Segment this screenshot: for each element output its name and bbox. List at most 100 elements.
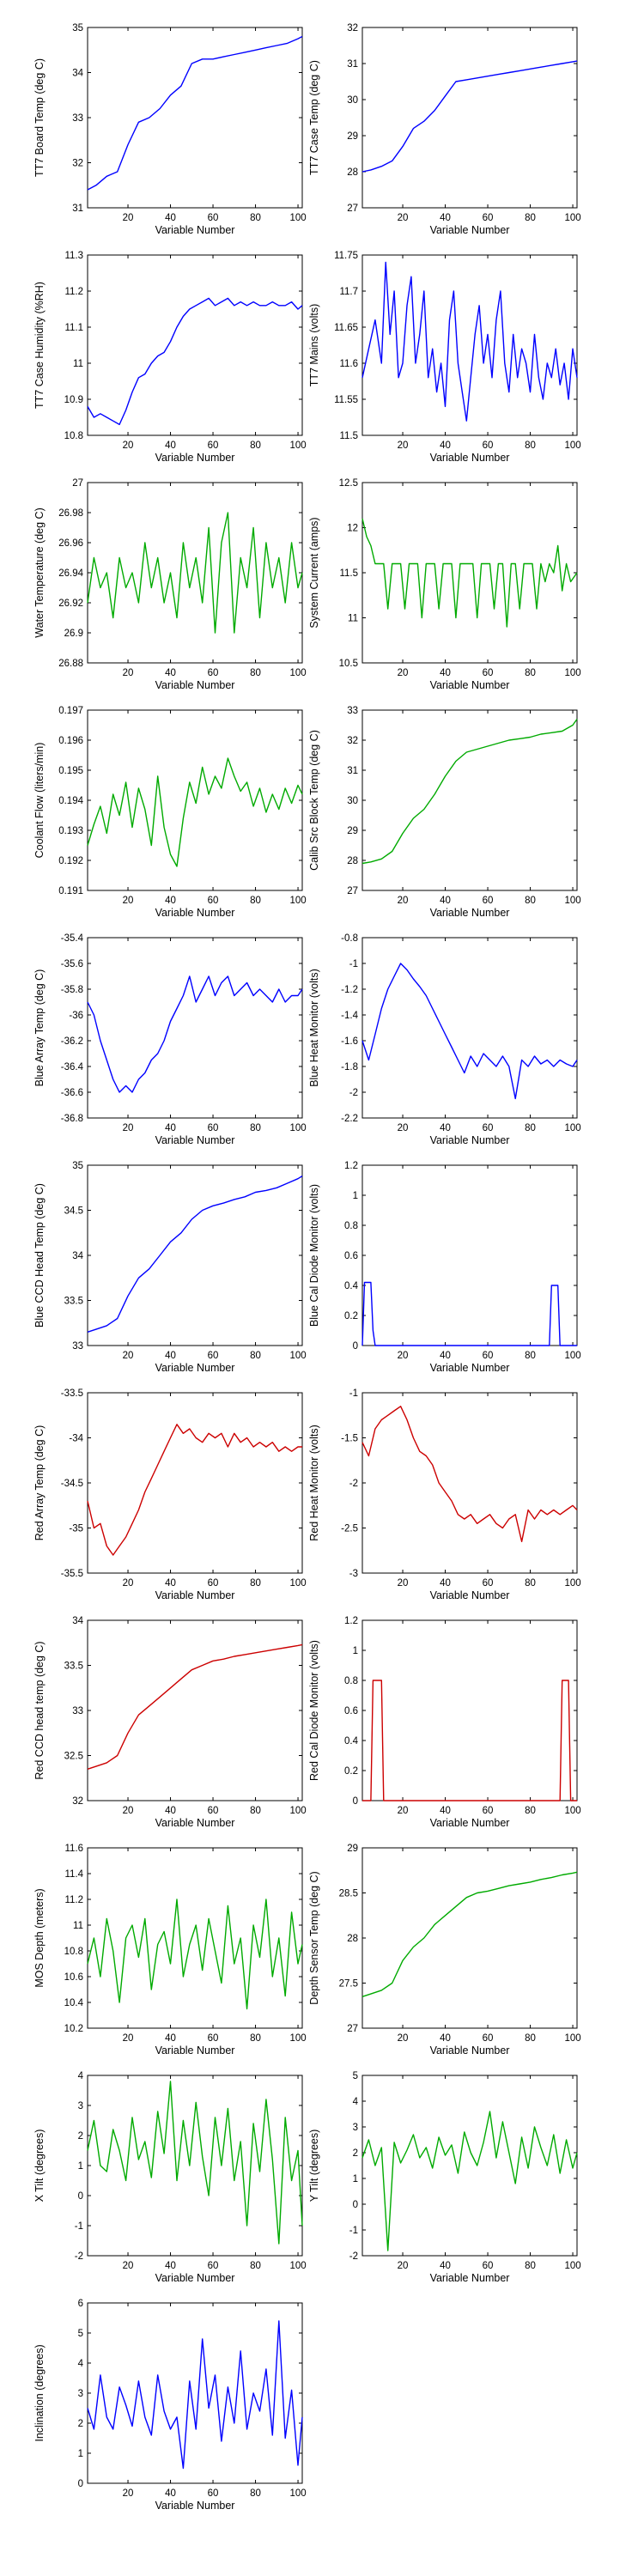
x-tick-label: 40: [165, 896, 176, 906]
series-line-1: [87, 975, 303, 1093]
x-axis-label: Variable Number: [430, 1134, 510, 1146]
x-tick-label: 60: [483, 440, 494, 451]
x-tick-label: 100: [564, 2261, 580, 2271]
x-tick-label: 80: [250, 2488, 261, 2499]
y-tick-label: 0.191: [58, 886, 83, 896]
y-tick-label: 33: [72, 1341, 83, 1352]
y-tick-label: 28: [347, 167, 358, 178]
y-tick-label: 11: [73, 359, 83, 369]
x-axis-label: Variable Number: [155, 907, 235, 919]
y-tick-label: 0.196: [58, 736, 83, 746]
x-tick-label: 40: [440, 1351, 451, 1361]
x-tick-label: 80: [525, 2033, 536, 2044]
y-tick-label: -36: [69, 1011, 83, 1021]
x-tick-label: 40: [440, 896, 451, 906]
y-tick-label: -34.5: [61, 1479, 83, 1489]
plot-frame: [361, 1847, 578, 2029]
x-tick-label: 20: [123, 1351, 134, 1361]
chart-panel-1: 20 40 60 80 100 31 32 33 34 35 Variable Number TT7 …: [33, 23, 307, 236]
y-tick-label: 1.2: [344, 1161, 358, 1171]
plot-frame: [87, 2075, 303, 2257]
y-tick-label: -0.8: [341, 933, 358, 944]
x-tick-label: 40: [165, 1351, 176, 1361]
y-tick-label: -2.2: [341, 1114, 358, 1124]
series-line-1: [87, 297, 303, 426]
y-tick-label: 32: [72, 159, 83, 169]
chart-panel-4: 20 40 60 80 100 11.5 11.55 11.6 11.65 11.7 11.75 Va…: [308, 251, 581, 464]
plot-frame: [87, 482, 303, 664]
x-tick-label: 20: [123, 213, 134, 223]
y-tick-label: -35: [69, 1524, 83, 1534]
series-line-1: [361, 60, 578, 173]
x-tick-label: 100: [289, 668, 306, 678]
x-tick-label: 100: [564, 668, 580, 678]
y-tick-label: 0: [78, 2479, 83, 2489]
y-tick-label: -35.5: [61, 1569, 83, 1579]
y-axis-label: Blue Cal Diode Monitor (volts): [308, 1184, 320, 1327]
x-tick-label: 80: [250, 1123, 261, 1133]
y-axis-label: Blue Array Temp (deg C): [33, 969, 46, 1087]
y-tick-label: 33: [72, 1706, 83, 1716]
x-tick-label: 80: [525, 440, 536, 451]
y-tick-label: 26.96: [58, 538, 83, 549]
x-tick-label: 40: [165, 2488, 176, 2499]
plot-frame: [361, 254, 578, 436]
y-tick-label: 0.2: [344, 1311, 358, 1321]
y-tick-label: 1: [78, 2161, 83, 2172]
y-axis-label: Red Array Temp (deg C): [33, 1425, 46, 1541]
y-tick-label: 0.197: [58, 706, 83, 716]
y-tick-label: 31: [72, 204, 83, 214]
x-axis-label: Variable Number: [155, 1589, 235, 1601]
x-tick-label: 60: [483, 896, 494, 906]
x-tick-label: 40: [440, 1806, 451, 1816]
plot-frame: [361, 27, 578, 209]
x-tick-label: 20: [398, 440, 409, 451]
plot-frame: [87, 937, 303, 1119]
y-tick-label: -3: [349, 1569, 358, 1579]
y-tick-label: 1: [78, 2449, 83, 2459]
series-line-1: [87, 512, 303, 634]
x-tick-label: 60: [208, 440, 219, 451]
x-tick-label: 20: [123, 440, 134, 451]
plot-frame: [361, 1619, 578, 1801]
chart-panel-14: 20 40 60 80 100 -3 -2.5 -2 -1.5 -1 Variable Number…: [308, 1388, 581, 1601]
x-tick-label: 40: [165, 668, 176, 678]
y-tick-label: -1.2: [341, 985, 358, 995]
y-tick-label: 26.92: [58, 598, 83, 609]
y-tick-label: 1: [353, 2174, 358, 2184]
y-tick-label: 28: [347, 1934, 358, 1944]
y-tick-label: 32: [347, 736, 358, 746]
x-tick-label: 80: [250, 1578, 261, 1589]
y-tick-label: 30: [347, 796, 358, 806]
y-tick-label: -35.8: [61, 985, 83, 995]
y-tick-label: -36.6: [61, 1088, 83, 1098]
y-tick-label: 12.5: [339, 478, 358, 489]
x-tick-label: 100: [289, 1351, 306, 1361]
x-tick-label: 100: [564, 1123, 580, 1133]
y-axis-label: Coolant Flow (liters/min): [33, 743, 46, 859]
plot-frame: [87, 1619, 303, 1801]
y-axis-label: Red Heat Monitor (volts): [308, 1425, 320, 1540]
series-line-1: [361, 261, 578, 422]
y-tick-label: 0: [353, 2200, 358, 2210]
y-tick-label: 11: [73, 1921, 83, 1931]
plot-frame: [361, 1392, 578, 1574]
plot-frame: [87, 1847, 303, 2029]
y-tick-label: 26.94: [58, 568, 83, 579]
y-tick-label: 0.2: [344, 1766, 358, 1777]
y-tick-label: 33.5: [64, 1662, 83, 1672]
plot-frame: [361, 482, 578, 664]
y-tick-label: -1.5: [341, 1434, 358, 1444]
x-tick-label: 100: [289, 2488, 306, 2499]
x-tick-label: 40: [165, 1578, 176, 1589]
x-tick-label: 100: [289, 1123, 306, 1133]
x-tick-label: 20: [398, 213, 409, 223]
y-tick-label: 11: [348, 614, 358, 624]
chart-panel-3: 20 40 60 80 100 10.8 10.9 11 11.1 11.2 11.3 Variabl…: [33, 251, 307, 464]
x-tick-label: 60: [483, 213, 494, 223]
x-tick-label: 40: [440, 213, 451, 223]
plot-frame: [361, 1164, 578, 1346]
x-tick-label: 20: [123, 668, 134, 678]
y-tick-label: -35.4: [61, 933, 84, 944]
